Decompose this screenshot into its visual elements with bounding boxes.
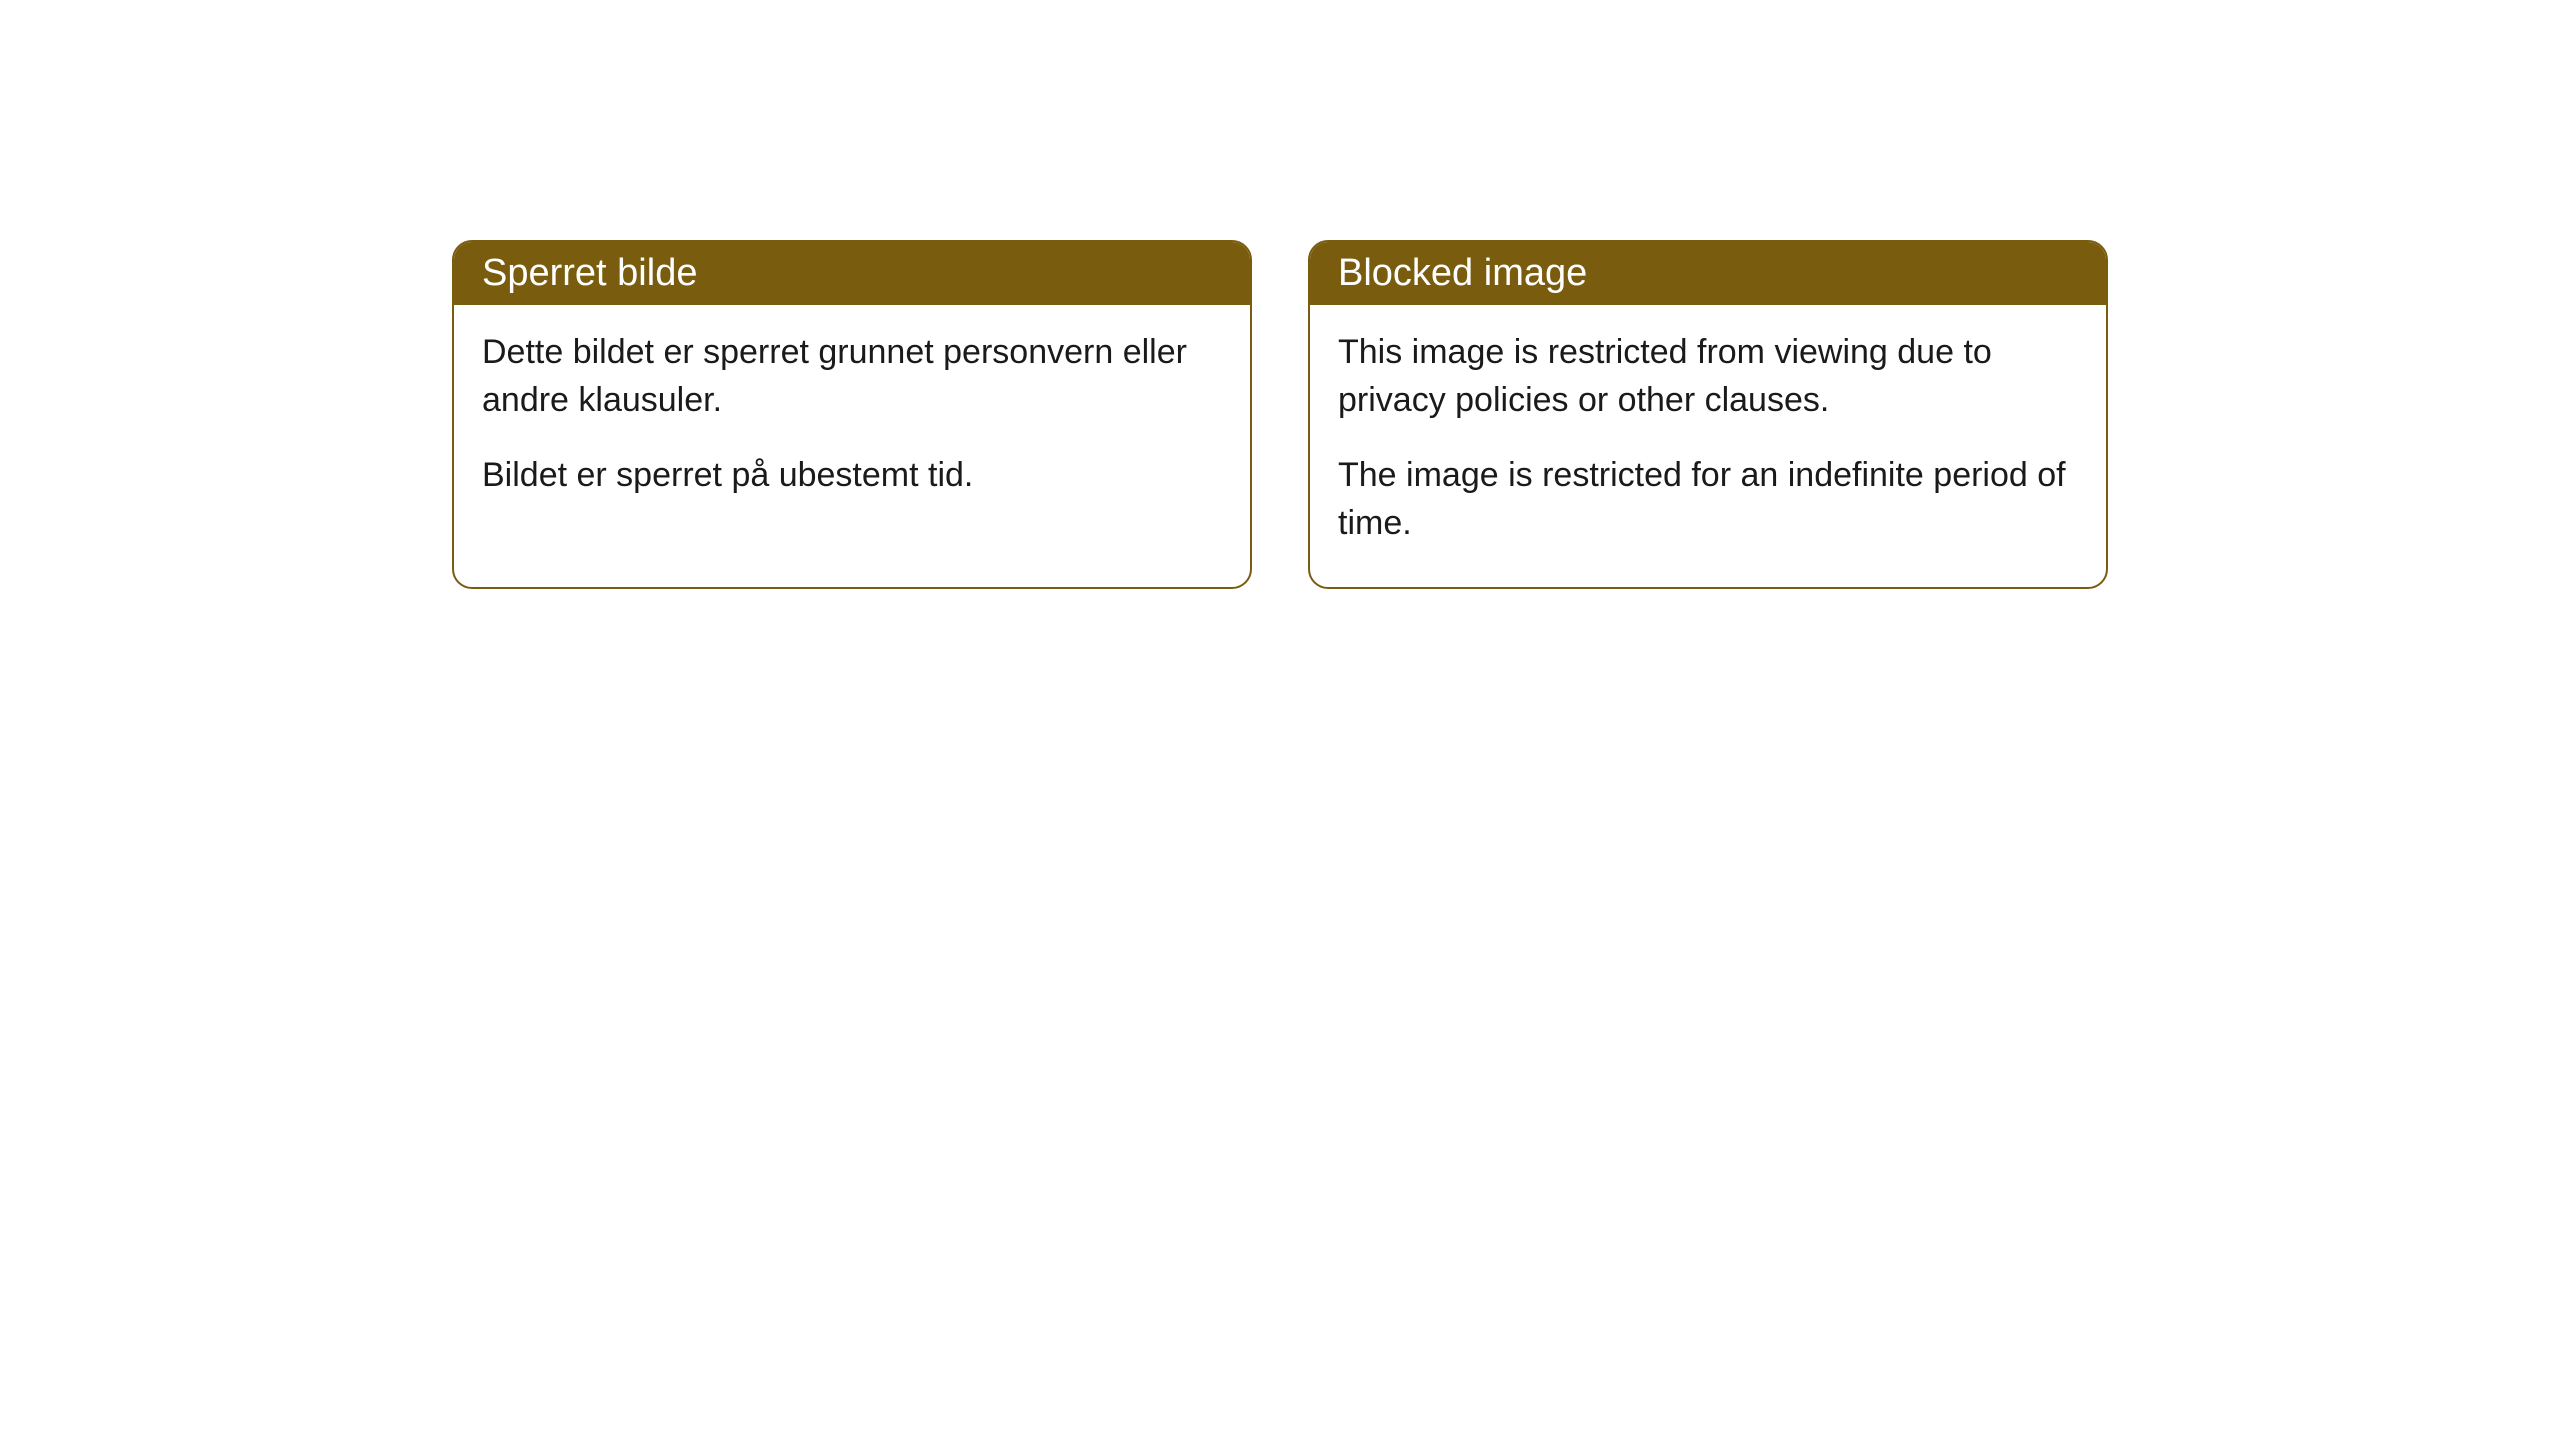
card-header: Blocked image (1310, 242, 2106, 305)
card-paragraph: The image is restricted for an indefinit… (1338, 452, 2078, 547)
card-title: Sperret bilde (482, 252, 697, 294)
card-paragraph: Dette bildet er sperret grunnet personve… (482, 329, 1222, 424)
notice-card-english: Blocked image This image is restricted f… (1308, 240, 2108, 589)
card-paragraph: This image is restricted from viewing du… (1338, 329, 2078, 424)
card-body: This image is restricted from viewing du… (1310, 305, 2106, 587)
card-body: Dette bildet er sperret grunnet personve… (454, 305, 1250, 540)
card-title: Blocked image (1338, 252, 1587, 294)
notice-card-norwegian: Sperret bilde Dette bildet er sperret gr… (452, 240, 1252, 589)
notice-cards-container: Sperret bilde Dette bildet er sperret gr… (0, 240, 2560, 589)
card-header: Sperret bilde (454, 242, 1250, 305)
card-paragraph: Bildet er sperret på ubestemt tid. (482, 452, 1222, 500)
